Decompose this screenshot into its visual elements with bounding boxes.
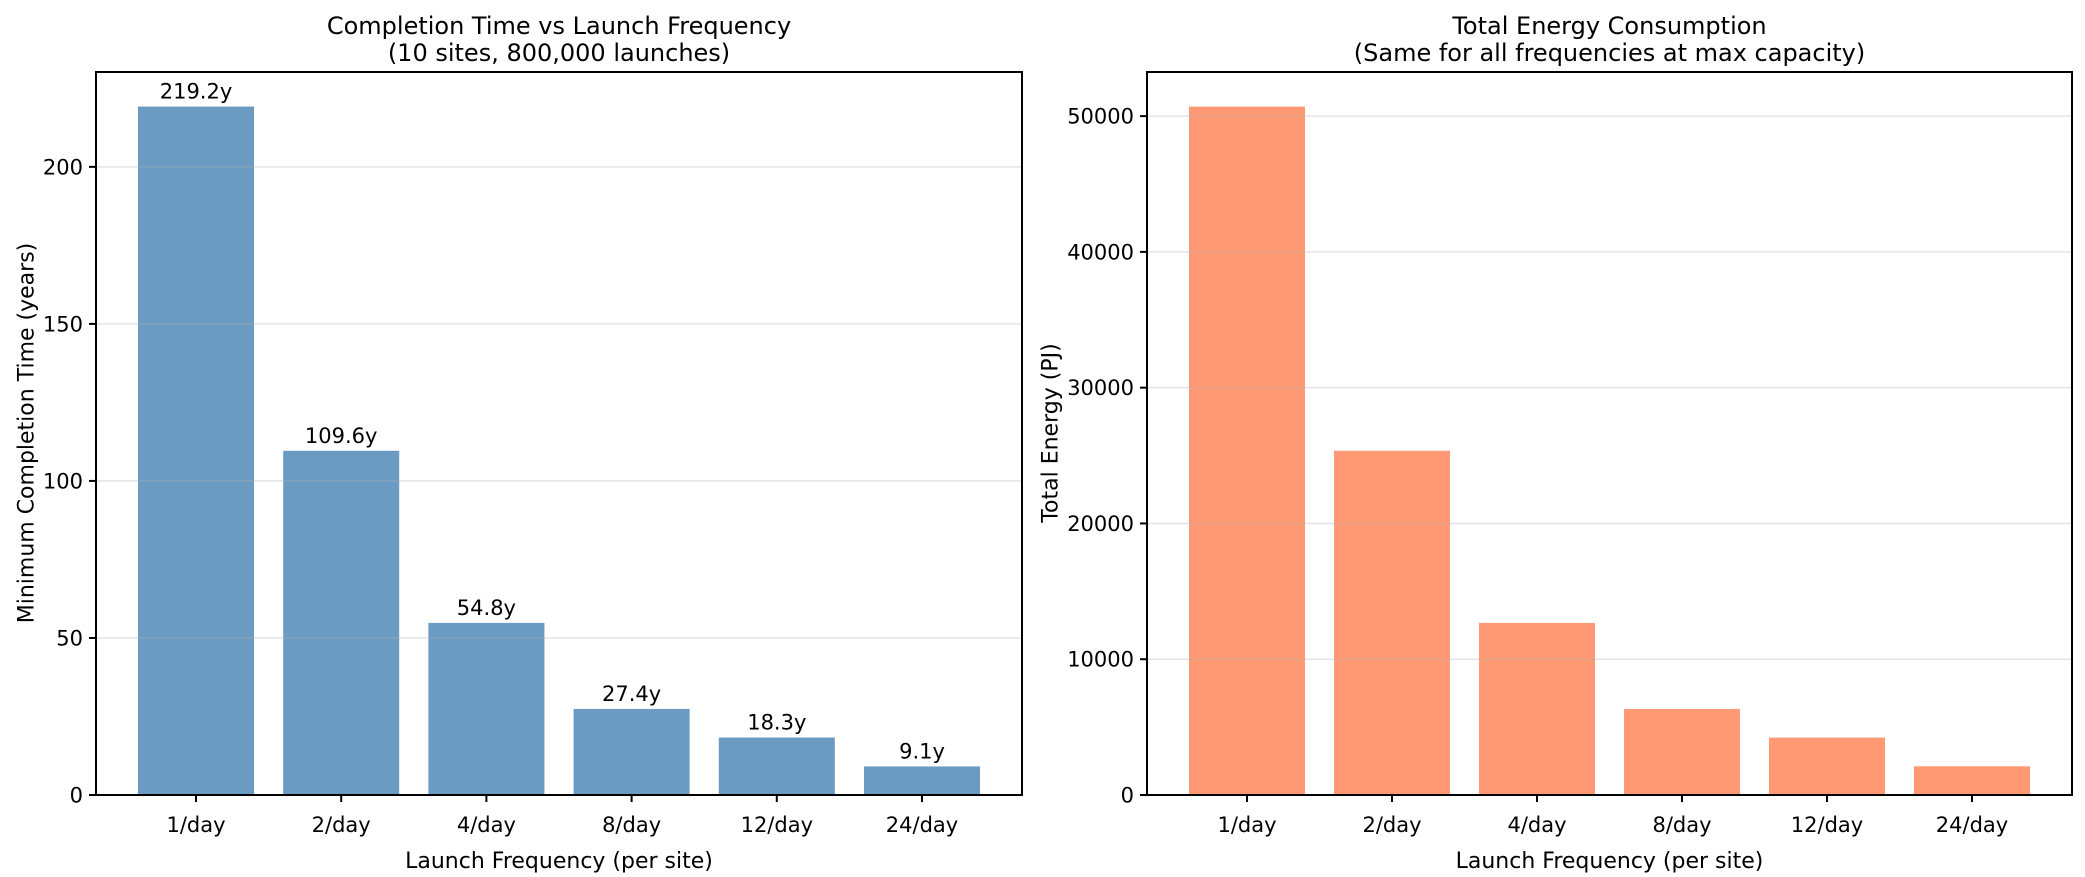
x-tick-label: 12/day [1791, 813, 1863, 837]
bar-4-day [428, 622, 545, 795]
x-tick-label: 1/day [1217, 813, 1276, 837]
right-chart-title: Total Energy Consumption (Same for all f… [1147, 13, 2072, 67]
left-chart-xlabel: Launch Frequency (per site) [405, 849, 713, 874]
bar-2-day [283, 450, 400, 795]
bar-1-day [1189, 106, 1305, 795]
y-tick-label: 0 [1121, 784, 1134, 808]
bar-12-day [1769, 737, 1885, 795]
left-chart-title-line2: (10 sites, 800,000 launches) [387, 39, 731, 67]
bar-1-day [138, 106, 254, 795]
y-tick-label: 30000 [1067, 376, 1134, 400]
bar-value-label: 54.8y [457, 596, 516, 620]
x-tick-label: 2/day [312, 813, 371, 837]
y-tick-label: 150 [43, 312, 83, 336]
x-tick-label: 2/day [1362, 813, 1421, 837]
x-tick-label: 12/day [741, 813, 813, 837]
right-chart-xlabel: Launch Frequency (per site) [1455, 849, 1764, 874]
bar-2-day [1334, 450, 1450, 795]
y-tick-label: 20000 [1067, 512, 1134, 536]
x-tick-label: 1/day [166, 813, 225, 837]
x-tick-label: 24/day [886, 813, 958, 837]
bar-value-label: 9.1y [899, 739, 945, 763]
axes-spines [95, 71, 1023, 796]
x-tick-label: 4/day [457, 813, 516, 837]
x-tick-label: 24/day [1936, 813, 2008, 837]
left-chart-title-line1: Completion Time vs Launch Frequency [326, 12, 792, 40]
y-tick-label: 100 [43, 469, 83, 493]
bar-12-day [718, 737, 835, 795]
left-chart-title: Completion Time vs Launch Frequency (10 … [96, 13, 1022, 67]
left-chart-ylabel: Minimum Completion Time (years) [14, 242, 40, 624]
y-tick-label: 50 [56, 626, 83, 650]
bar-24-day [864, 766, 980, 795]
bar-value-label: 219.2y [160, 80, 233, 104]
right-chart-ylabel: Total Energy (PJ) [1038, 343, 1064, 523]
bar-value-label: 18.3y [747, 711, 806, 735]
y-tick-label: 200 [43, 155, 83, 179]
y-tick-label: 10000 [1067, 648, 1134, 672]
right-chart-title-line1: Total Energy Consumption [1452, 12, 1767, 40]
bar-4-day [1479, 622, 1595, 795]
bar-24-day [1914, 766, 2030, 795]
bar-8-day [1624, 708, 1740, 795]
bar-value-label: 109.6y [305, 424, 378, 448]
y-tick-label: 0 [70, 784, 83, 808]
x-tick-label: 8/day [602, 813, 661, 837]
y-tick-label: 40000 [1067, 240, 1134, 264]
x-tick-label: 4/day [1507, 813, 1566, 837]
axes-spines [1146, 71, 2073, 796]
x-tick-label: 8/day [1652, 813, 1711, 837]
y-tick-label: 50000 [1067, 105, 1134, 129]
right-chart-title-line2: (Same for all frequencies at max capacit… [1353, 39, 1866, 67]
bar-value-label: 27.4y [602, 682, 661, 706]
bar-8-day [573, 708, 690, 795]
